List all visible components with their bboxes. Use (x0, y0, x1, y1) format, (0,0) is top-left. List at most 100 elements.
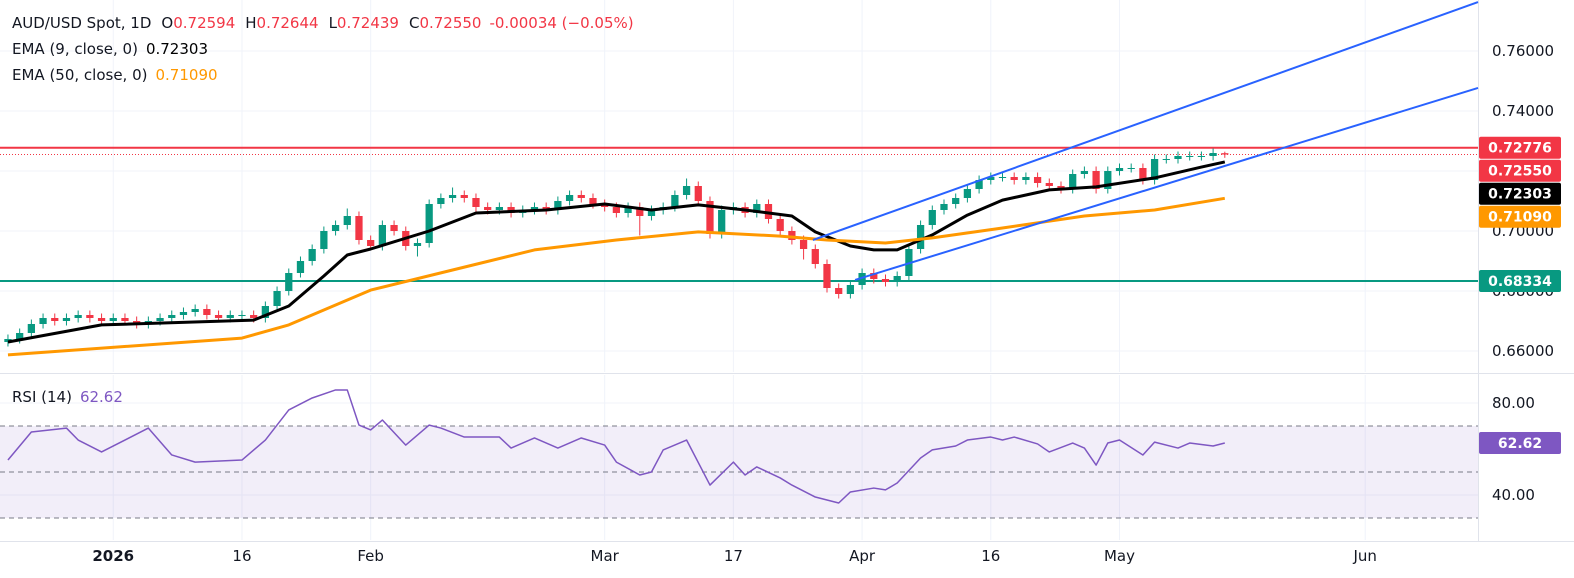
candle-body (718, 210, 726, 234)
candle-body (331, 225, 340, 231)
candle-body (1127, 168, 1135, 169)
candle-body (1033, 177, 1042, 183)
x-tick-label: Apr (849, 547, 876, 565)
candle-body (51, 318, 59, 321)
price-badge-text: 0.72303 (1488, 187, 1552, 203)
candle-body (753, 204, 761, 213)
rsi-badge (1479, 431, 1561, 454)
candle-body (1174, 156, 1182, 159)
candle-body (577, 195, 585, 198)
legend-name: EMA (9, close, 0) (12, 40, 138, 58)
hline-layer (0, 146, 1478, 282)
y-tick-label: 40.00 (1492, 486, 1535, 504)
candle-body (940, 204, 948, 210)
rsi-badge-text: 62.62 (1498, 436, 1542, 452)
ohlc-key: C (409, 14, 419, 32)
candle-body (74, 315, 82, 318)
price-badge-text: 0.71090 (1488, 210, 1552, 226)
candle-body (1150, 159, 1159, 180)
candle-body (472, 198, 480, 207)
candle-body (1057, 186, 1065, 189)
candle-body (647, 210, 656, 216)
ohlc-key: L (329, 14, 338, 32)
candle-body (998, 177, 1007, 178)
candle-body (460, 195, 468, 198)
band-layer (0, 425, 1478, 519)
y-tick-label: 0.74000 (1492, 102, 1554, 120)
candle-body (285, 273, 293, 291)
ema-line (7, 160, 1226, 344)
candle-body (226, 315, 234, 318)
price-badge-text: 0.68334 (1488, 274, 1552, 290)
candle-body (776, 219, 784, 231)
candle-body (179, 312, 188, 315)
candle-body (636, 207, 644, 216)
candle-body (1221, 153, 1229, 155)
candle-body (1162, 159, 1170, 160)
candle-body (624, 207, 632, 213)
candle-body (987, 177, 995, 180)
price-badge (1479, 136, 1561, 159)
candle-body (1186, 156, 1194, 157)
candle-body (963, 189, 972, 198)
candle-body (682, 186, 691, 195)
candle-body (846, 285, 855, 294)
candle-body (296, 261, 305, 273)
candle-body (1104, 171, 1112, 189)
candle-body (823, 264, 831, 288)
legend-value: 0.71090 (156, 66, 218, 84)
candle-body (191, 309, 199, 312)
candle-body (1092, 171, 1100, 189)
price-badge-text: 0.72776 (1488, 141, 1552, 157)
candle-body (261, 306, 269, 318)
legend-text: EMA (9, close, 0) 0.72303 (12, 40, 208, 58)
change-value: -0.00034 (−0.05%) (489, 14, 633, 32)
candle-body (835, 288, 843, 294)
candle-body (320, 231, 328, 249)
candle-body (121, 318, 129, 321)
candle-body (799, 240, 808, 249)
legend-text: EMA (50, close, 0) 0.71090 (12, 66, 218, 84)
candle-body (788, 231, 796, 240)
price-badge (1479, 205, 1561, 228)
y-tick-label: 0.66000 (1492, 342, 1554, 360)
candle-body (881, 279, 890, 282)
y-tick-label: 0.76000 (1492, 42, 1554, 60)
candle-body (62, 318, 71, 321)
candle-body (109, 318, 117, 321)
y-tick-label: 80.00 (1492, 394, 1535, 412)
candle-body (530, 207, 539, 210)
candle-body (1069, 174, 1077, 189)
candle-body (367, 240, 375, 246)
trend-line (854, 86, 1479, 281)
trend-layer (812, 1, 1479, 281)
candle-body (554, 201, 562, 210)
ohlc-key: O (161, 14, 173, 32)
ohlc-key: H (245, 14, 256, 32)
ohlc-value: 0.72550 (419, 14, 481, 32)
candle-body (928, 210, 936, 225)
candle-body (273, 291, 281, 306)
candle-body (1197, 156, 1206, 157)
symbol-title: AUD/USD Spot, 1D (12, 14, 151, 32)
candle-body (1045, 183, 1053, 186)
candle-body (413, 243, 422, 246)
candle-body (1209, 153, 1217, 156)
ohlc-value: 0.72439 (337, 14, 399, 32)
candle-body (203, 309, 211, 315)
candle-body (1022, 177, 1030, 180)
candle-body (1139, 168, 1147, 180)
candle-body (975, 180, 983, 189)
legend-name: RSI (14) (12, 388, 72, 406)
candle-body (86, 315, 94, 318)
legend-value: 0.72303 (146, 40, 208, 58)
candle-body (1115, 168, 1124, 171)
grid-layer (0, 0, 1478, 540)
legend-text: RSI (14) 62.62 (12, 388, 123, 406)
x-tick-label: 16 (232, 547, 251, 565)
candle-body (437, 198, 445, 204)
candle-body (168, 315, 176, 318)
candle-body (495, 207, 504, 210)
